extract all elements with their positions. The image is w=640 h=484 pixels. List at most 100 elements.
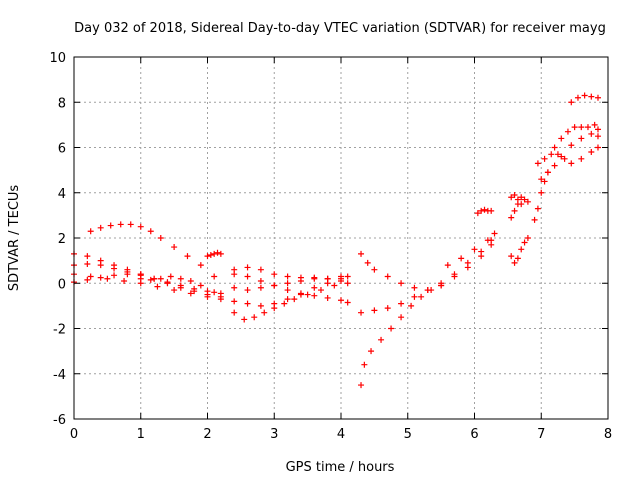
data-point [358,382,365,389]
data-point [97,224,104,231]
data-point [444,262,451,269]
data-point [568,160,575,167]
data-point [518,194,525,201]
data-point [297,291,304,298]
y-tick-label: -6 [53,413,66,428]
data-point [338,297,344,304]
data-point [257,266,264,273]
data-point [271,282,278,289]
data-point [544,169,551,176]
data-point [398,314,405,321]
data-point [471,246,478,253]
data-point [257,302,264,309]
data-point [428,287,435,294]
data-point [157,235,164,241]
data-point [578,155,585,162]
data-point [187,277,194,284]
data-point [244,300,251,307]
data-point [538,176,545,183]
data-point [508,253,515,260]
x-tick-label: 1 [137,427,145,442]
data-point [317,287,324,294]
data-point [338,275,344,282]
data-point [257,284,264,291]
data-point [541,178,548,185]
data-point [244,264,251,271]
data-point [481,206,488,213]
data-point [217,290,224,297]
y-tick-label: 8 [58,96,66,111]
data-point [478,253,485,260]
data-point [104,275,111,282]
data-point [121,277,128,284]
data-point [241,316,248,323]
data-point [378,336,385,343]
data-point [594,94,601,101]
data-point [87,228,94,235]
data-point [204,253,211,260]
data-point [371,266,378,273]
data-point [184,253,191,260]
data-point [491,230,498,237]
y-tick-label: -4 [53,368,66,383]
data-point [531,216,538,223]
data-point [484,237,491,244]
data-point [257,277,264,284]
data-point [581,92,588,99]
x-tick-label: 0 [70,427,78,442]
data-point [271,271,278,278]
data-point [554,151,561,158]
data-point [568,142,575,149]
x-tick-label: 7 [537,427,545,442]
data-point [251,314,258,321]
data-point [478,207,485,214]
data-point [344,273,351,280]
data-point [171,244,178,251]
x-tick-label: 5 [404,427,412,442]
data-point [231,298,238,305]
data-point [474,210,481,217]
data-point [384,305,391,312]
data-point [578,124,585,131]
data-point [164,279,171,286]
data-point [231,284,238,291]
data-point [558,135,565,142]
data-point [524,198,531,205]
data-point [514,201,521,208]
x-tick-label: 8 [604,427,612,442]
data-point [84,253,91,260]
data-point [151,275,158,282]
data-point [217,250,224,257]
x-tick-label: 4 [337,427,345,442]
data-point [211,250,218,257]
data-point [284,273,291,280]
data-point [117,221,124,228]
data-point [578,135,585,142]
data-point [398,300,405,307]
data-point [84,276,91,283]
data-point [458,255,465,262]
data-point [361,361,368,368]
data-point [97,274,104,281]
data-point [304,291,311,298]
data-point [191,285,198,292]
data-point [127,221,134,228]
data-point [284,287,291,294]
data-point [331,282,338,289]
data-point [368,348,375,355]
data-point [488,207,495,214]
data-point [157,275,164,282]
data-point [558,153,565,160]
data-point [291,296,298,303]
data-point [171,287,178,294]
data-point [107,222,114,229]
data-point [488,241,495,248]
data-point [211,273,218,280]
x-tick-label: 3 [270,427,278,442]
data-point [177,275,184,282]
data-point [551,144,558,151]
data-point [154,283,161,290]
data-point [284,280,291,287]
data-point [311,275,318,282]
data-point [284,296,291,303]
